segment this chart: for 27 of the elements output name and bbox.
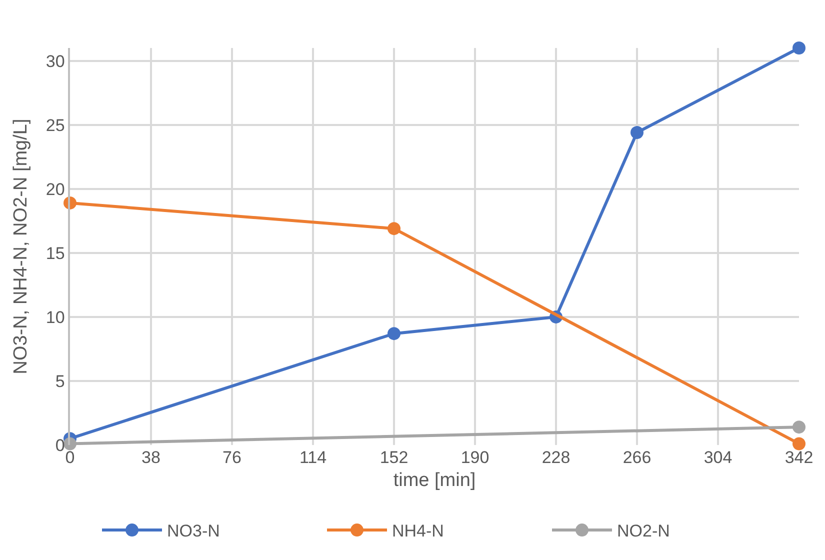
x-tick-label: 114: [299, 448, 327, 467]
x-tick-label: 266: [622, 448, 652, 467]
y-tick-label: 0: [55, 436, 65, 455]
y-tick-label: 25: [46, 116, 65, 135]
y-axis-title: NO3-N, NH4-N, NO2-N [mg/L]: [10, 118, 32, 374]
point: [388, 327, 400, 340]
y-tick-label: 10: [46, 308, 65, 327]
point: [388, 222, 400, 236]
point: [792, 42, 806, 54]
x-tick-label: 76: [222, 448, 242, 467]
x-axis-title: time [min]: [393, 470, 476, 491]
x-tick-label: 190: [460, 448, 490, 467]
x-tick-label: 38: [142, 448, 160, 467]
y-tick-label: 30: [46, 52, 65, 71]
y-tick-label: 20: [46, 180, 65, 199]
x-tick-label: 152: [380, 448, 408, 467]
legend-label: NO3-N: [167, 522, 220, 541]
point: [792, 420, 806, 434]
y-tick-label: 5: [55, 372, 65, 391]
point: [630, 126, 644, 140]
legend-label: NO2-N: [617, 522, 670, 541]
x-tick-label: 342: [784, 448, 814, 467]
y-tick-label: 15: [46, 244, 65, 263]
x-tick-label: 304: [704, 448, 732, 467]
x-tick-label: 228: [542, 448, 570, 467]
legend-label: NH4-N: [392, 522, 444, 541]
point: [792, 437, 806, 450]
